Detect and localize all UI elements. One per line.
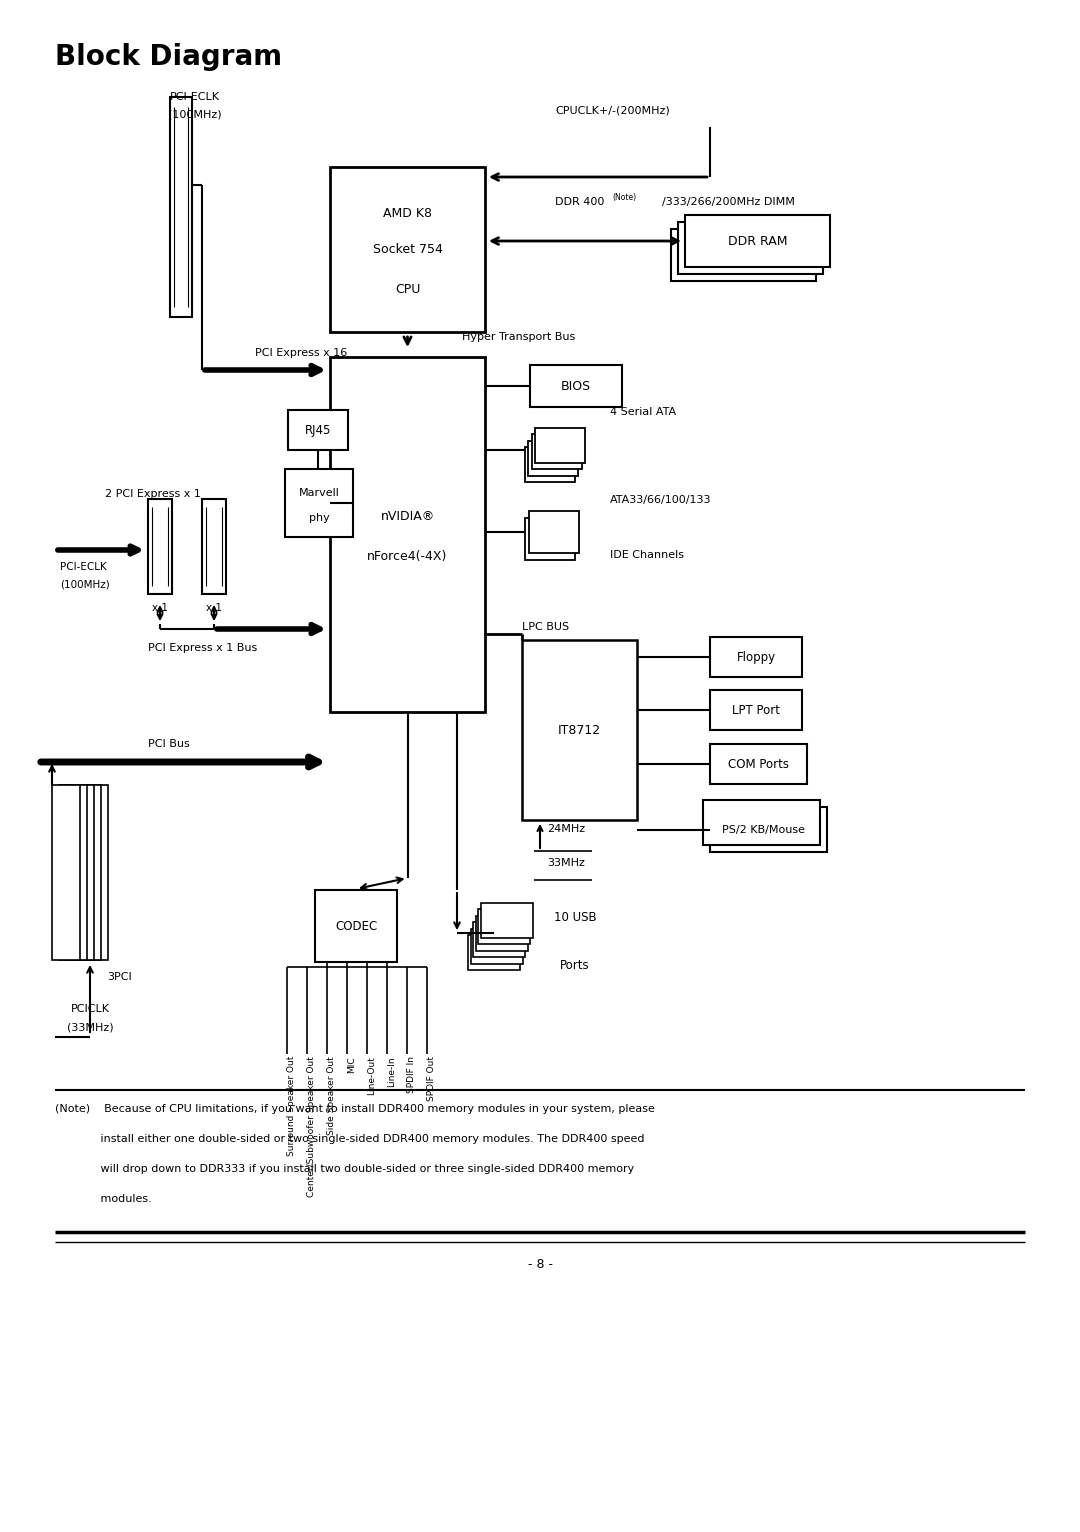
Text: (Note)    Because of CPU limitations, if you want to install DDR400 memory modul: (Note) Because of CPU limitations, if yo… [55,1105,654,1114]
Bar [710,689,802,731]
Bar [473,922,525,958]
Bar [170,97,192,317]
Bar [535,427,584,463]
Bar [315,890,397,962]
Text: SPDIF In: SPDIF In [407,1056,416,1092]
Text: RJ45: RJ45 [305,423,332,437]
Bar [59,784,87,961]
Bar [66,784,94,961]
Text: will drop down to DDR333 if you install two double-sided or three single-sided D: will drop down to DDR333 if you install … [55,1164,634,1174]
Bar [52,784,80,961]
Text: 4 Serial ATA: 4 Serial ATA [610,408,676,417]
Bar [330,167,485,332]
Text: DDR 400: DDR 400 [555,198,605,207]
Text: Line-In: Line-In [387,1056,396,1086]
Bar [528,512,579,553]
Bar [478,908,530,944]
Text: nVIDIA®: nVIDIA® [380,510,434,522]
Text: x 1: x 1 [152,604,168,613]
Bar [710,637,802,677]
Text: Hyper Transport Bus: Hyper Transport Bus [462,332,576,342]
Bar [685,214,831,267]
Bar [288,411,348,450]
Text: PS/2 KB/Mouse: PS/2 KB/Mouse [723,826,806,835]
Bar [710,745,807,784]
Text: BIOS: BIOS [561,380,591,392]
Text: phy: phy [309,513,329,522]
Text: PCICLK: PCICLK [70,1003,109,1014]
Text: SPDIF Out: SPDIF Out [427,1056,436,1102]
Bar [703,800,820,846]
Text: install either one double-sided or two single-sided DDR400 memory modules. The D: install either one double-sided or two s… [55,1134,645,1144]
Text: IT8712: IT8712 [558,723,602,737]
Text: MIC: MIC [347,1056,356,1072]
Text: Socket 754: Socket 754 [373,244,443,256]
Text: CODEC: CODEC [335,919,377,933]
Bar [148,499,172,594]
Text: /333/266/200MHz DIMM: /333/266/200MHz DIMM [662,198,795,207]
Bar [73,784,102,961]
Bar [481,902,534,938]
Text: modules.: modules. [55,1193,152,1204]
Text: Center/Subwoofer Speaker Out: Center/Subwoofer Speaker Out [307,1056,316,1196]
Bar [531,434,581,469]
Text: CPU: CPU [395,282,420,296]
Text: DDR RAM: DDR RAM [728,234,787,248]
Text: - 8 -: - 8 - [527,1258,553,1270]
Text: CPUCLK+/-(200MHz): CPUCLK+/-(200MHz) [555,106,670,115]
Bar [80,784,108,961]
Text: (Note): (Note) [612,193,636,202]
Text: LPT Port: LPT Port [732,703,780,717]
Bar [471,928,523,964]
Bar [678,222,823,274]
Bar [468,935,519,970]
Text: Side Speaker Out: Side Speaker Out [327,1056,336,1135]
Text: 33MHz: 33MHz [546,858,585,869]
Text: (100MHz): (100MHz) [168,109,221,119]
Bar [285,469,353,538]
Bar [710,807,827,852]
Text: PCI-ECLK: PCI-ECLK [170,92,220,103]
Text: 24MHz: 24MHz [546,824,585,833]
Bar [330,357,485,712]
Text: Block Diagram: Block Diagram [55,43,282,70]
Text: 10 USB: 10 USB [554,910,596,924]
Text: (33MHz): (33MHz) [67,1022,113,1033]
Text: COM Ports: COM Ports [728,757,789,771]
Text: Ports: Ports [561,959,590,971]
Text: AMD K8: AMD K8 [383,207,432,219]
Bar [525,447,575,483]
Text: 2 PCI Express x 1: 2 PCI Express x 1 [105,489,201,499]
Text: Marvell: Marvell [298,487,339,498]
Text: Surround Speaker Out: Surround Speaker Out [287,1056,296,1157]
Text: Floppy: Floppy [737,651,775,663]
Text: ATA33/66/100/133: ATA33/66/100/133 [610,495,712,506]
Text: PCI Express x 16: PCI Express x 16 [255,348,348,358]
Text: Line-Out: Line-Out [367,1056,376,1095]
Text: x 1: x 1 [206,604,222,613]
Text: 3PCI: 3PCI [108,971,133,982]
Bar [528,441,578,475]
Text: nForce4(-4X): nForce4(-4X) [367,550,448,562]
Text: IDE Channels: IDE Channels [610,550,684,561]
Bar [202,499,226,594]
Bar [530,365,622,408]
Bar [522,640,637,820]
Text: PCI Express x 1 Bus: PCI Express x 1 Bus [148,643,257,653]
Bar [476,916,528,950]
Text: PCI Bus: PCI Bus [148,738,190,749]
Bar [525,518,575,561]
Text: (100MHz): (100MHz) [60,579,110,588]
Text: PCI-ECLK: PCI-ECLK [60,562,107,571]
Bar [671,228,816,280]
Text: LPC BUS: LPC BUS [522,622,569,633]
